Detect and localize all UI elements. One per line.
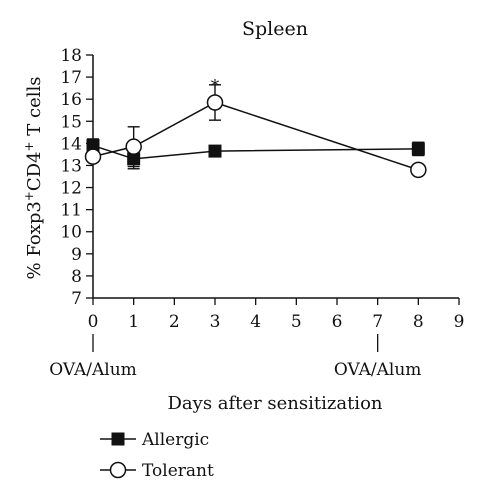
sensitization-label: OVA/Alum (334, 360, 422, 380)
y-tick-label: 10 (60, 223, 82, 243)
sensitization-label: OVA/Alum (49, 360, 137, 380)
data-point-square (208, 144, 222, 158)
chart-title: Spleen (242, 18, 308, 40)
x-tick-label: 8 (413, 312, 424, 332)
data-point-circle (206, 94, 224, 111)
y-tick-label: 8 (71, 267, 82, 287)
x-tick-label: 2 (169, 312, 180, 332)
annotation-layer: * OVA/Alum OVA/Alum (49, 76, 421, 380)
legend-item-tolerant: Tolerant (100, 461, 214, 481)
y-tick-label: 18 (60, 46, 82, 66)
series-tolerant (84, 84, 427, 179)
legend-marker-circle (109, 461, 127, 479)
data-point-circle (84, 148, 102, 165)
series-line (92, 101, 419, 171)
data-point-circle (410, 161, 427, 179)
legend: Allergic Tolerant (100, 430, 214, 481)
series-layer (84, 84, 427, 179)
y-tick-label: 12 (60, 179, 82, 199)
x-axis-label: Days after sensitization (168, 393, 383, 414)
x-tick-label: 4 (250, 312, 261, 332)
x-tick-label: 3 (210, 312, 221, 332)
y-tick-label: 15 (60, 112, 82, 132)
data-point-square (411, 142, 425, 156)
x-tick-label: 0 (88, 312, 99, 332)
x-tick-label: 7 (372, 312, 383, 332)
axes (92, 55, 459, 299)
legend-label: Allergic (141, 430, 209, 450)
legend-marker-square (111, 432, 125, 446)
x-tick-label: 9 (454, 312, 465, 332)
x-tick-label: 6 (332, 312, 343, 332)
legend-item-allergic: Allergic (100, 430, 209, 450)
y-tick-label: 17 (60, 68, 82, 88)
data-point-circle (125, 138, 142, 155)
y-axis-label: % Foxp3+CD4+ T cells (22, 76, 45, 279)
data-point-square (86, 139, 100, 153)
x-ticks: 0 1 2 3 4 5 6 7 8 9 (88, 298, 465, 332)
x-tick-label: 5 (291, 312, 302, 332)
y-tick-label: 16 (60, 90, 82, 110)
y-tick-label: 13 (60, 156, 82, 176)
y-tick-label: 11 (60, 201, 82, 221)
significance-asterisk: * (211, 76, 220, 96)
legend-label: Tolerant (142, 461, 214, 481)
x-tick-label: 1 (128, 312, 139, 332)
y-tick-label: 7 (71, 289, 82, 309)
y-tick-label: 14 (60, 134, 82, 154)
y-tick-label: 9 (71, 245, 82, 265)
